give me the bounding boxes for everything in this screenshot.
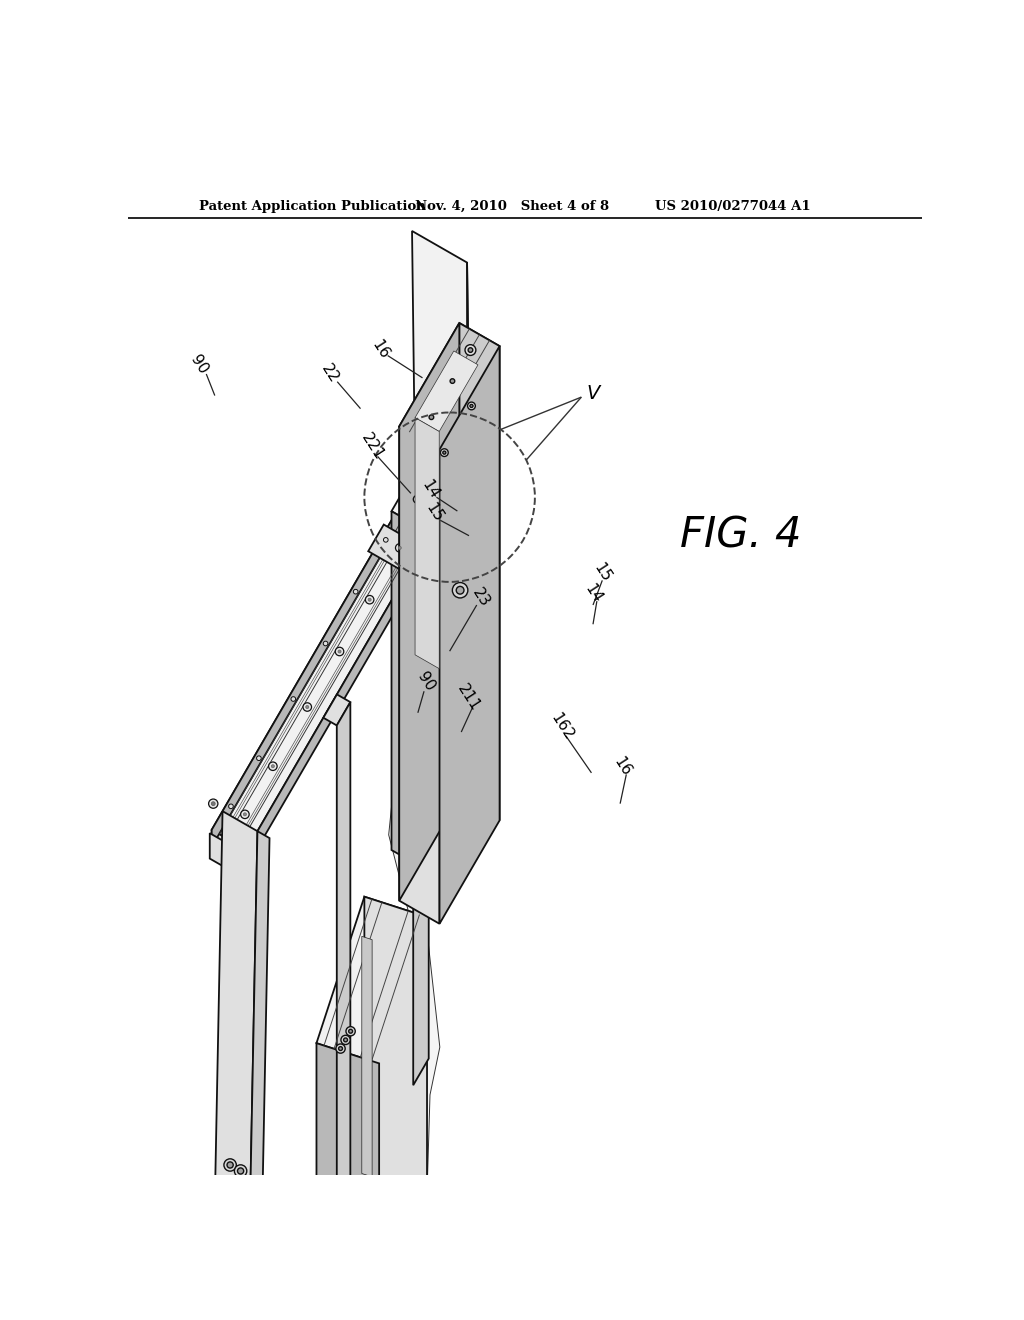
Polygon shape <box>324 694 350 726</box>
Circle shape <box>353 589 358 594</box>
Circle shape <box>421 499 430 508</box>
Text: 15: 15 <box>423 500 445 525</box>
Circle shape <box>468 347 473 352</box>
Circle shape <box>228 804 233 809</box>
Polygon shape <box>469 378 498 733</box>
Circle shape <box>398 546 401 549</box>
Polygon shape <box>247 479 462 867</box>
Polygon shape <box>316 1043 379 1320</box>
Circle shape <box>268 762 278 771</box>
Circle shape <box>453 582 468 598</box>
Polygon shape <box>316 1313 432 1320</box>
Circle shape <box>451 379 455 383</box>
Polygon shape <box>460 323 500 821</box>
Text: 15: 15 <box>591 561 613 585</box>
Circle shape <box>465 345 476 355</box>
Text: 14: 14 <box>582 581 604 606</box>
Circle shape <box>324 642 328 645</box>
Circle shape <box>303 702 311 711</box>
Circle shape <box>338 649 341 653</box>
Polygon shape <box>361 936 372 1177</box>
Circle shape <box>306 705 309 709</box>
Polygon shape <box>369 524 429 577</box>
Circle shape <box>440 449 449 457</box>
Circle shape <box>429 414 434 420</box>
Text: 221: 221 <box>358 430 386 463</box>
Circle shape <box>426 412 437 422</box>
Circle shape <box>271 764 274 768</box>
Circle shape <box>227 1162 233 1168</box>
Text: 90: 90 <box>415 669 438 694</box>
Circle shape <box>244 813 247 816</box>
Circle shape <box>238 1168 244 1173</box>
Text: 16: 16 <box>369 337 391 362</box>
Polygon shape <box>210 833 227 869</box>
Polygon shape <box>391 378 498 528</box>
Circle shape <box>335 647 344 656</box>
Circle shape <box>447 376 458 387</box>
Circle shape <box>416 498 419 500</box>
Circle shape <box>211 801 215 805</box>
Polygon shape <box>316 896 427 1064</box>
Text: Nov. 4, 2010   Sheet 4 of 8: Nov. 4, 2010 Sheet 4 of 8 <box>415 199 609 213</box>
Circle shape <box>341 1035 350 1044</box>
Circle shape <box>339 1047 342 1051</box>
Polygon shape <box>248 832 269 1320</box>
Circle shape <box>336 1044 345 1053</box>
Polygon shape <box>415 351 478 432</box>
Circle shape <box>424 502 427 506</box>
Circle shape <box>346 1027 355 1036</box>
Circle shape <box>383 537 388 543</box>
Polygon shape <box>337 702 350 1320</box>
Polygon shape <box>213 812 257 1320</box>
Polygon shape <box>316 1313 412 1320</box>
Text: 90: 90 <box>187 352 211 378</box>
Circle shape <box>468 403 475 409</box>
Circle shape <box>291 697 296 701</box>
Text: FIG. 4: FIG. 4 <box>680 515 801 557</box>
Polygon shape <box>365 896 427 1222</box>
Circle shape <box>241 810 249 818</box>
Polygon shape <box>399 323 460 900</box>
Text: US 2010/0277044 A1: US 2010/0277044 A1 <box>655 199 811 213</box>
Circle shape <box>395 544 404 552</box>
Polygon shape <box>439 346 500 924</box>
Polygon shape <box>467 263 470 850</box>
Text: 162: 162 <box>548 710 577 743</box>
Text: V: V <box>587 384 600 403</box>
Text: 23: 23 <box>470 585 493 610</box>
Polygon shape <box>212 830 247 867</box>
Circle shape <box>410 494 414 498</box>
Circle shape <box>344 1038 347 1041</box>
Circle shape <box>209 799 218 808</box>
Circle shape <box>224 1159 237 1171</box>
Polygon shape <box>427 459 462 496</box>
Text: 22: 22 <box>318 362 341 387</box>
Polygon shape <box>399 323 500 449</box>
Polygon shape <box>212 459 462 850</box>
Polygon shape <box>415 417 439 669</box>
Circle shape <box>234 1164 247 1177</box>
Circle shape <box>457 586 464 594</box>
Circle shape <box>470 404 473 408</box>
Circle shape <box>366 595 374 605</box>
Circle shape <box>257 756 261 760</box>
Circle shape <box>368 598 371 601</box>
Text: 14: 14 <box>419 478 441 502</box>
Polygon shape <box>212 459 427 847</box>
Polygon shape <box>391 511 420 866</box>
Polygon shape <box>412 231 470 511</box>
Circle shape <box>348 1030 352 1034</box>
Text: 16: 16 <box>611 755 634 779</box>
Polygon shape <box>389 528 440 1320</box>
Text: 211: 211 <box>455 681 483 714</box>
Circle shape <box>414 495 421 503</box>
Text: Patent Application Publication: Patent Application Publication <box>200 199 426 213</box>
Polygon shape <box>414 550 429 1085</box>
Polygon shape <box>399 426 439 924</box>
Circle shape <box>442 451 445 454</box>
Polygon shape <box>412 1313 432 1320</box>
